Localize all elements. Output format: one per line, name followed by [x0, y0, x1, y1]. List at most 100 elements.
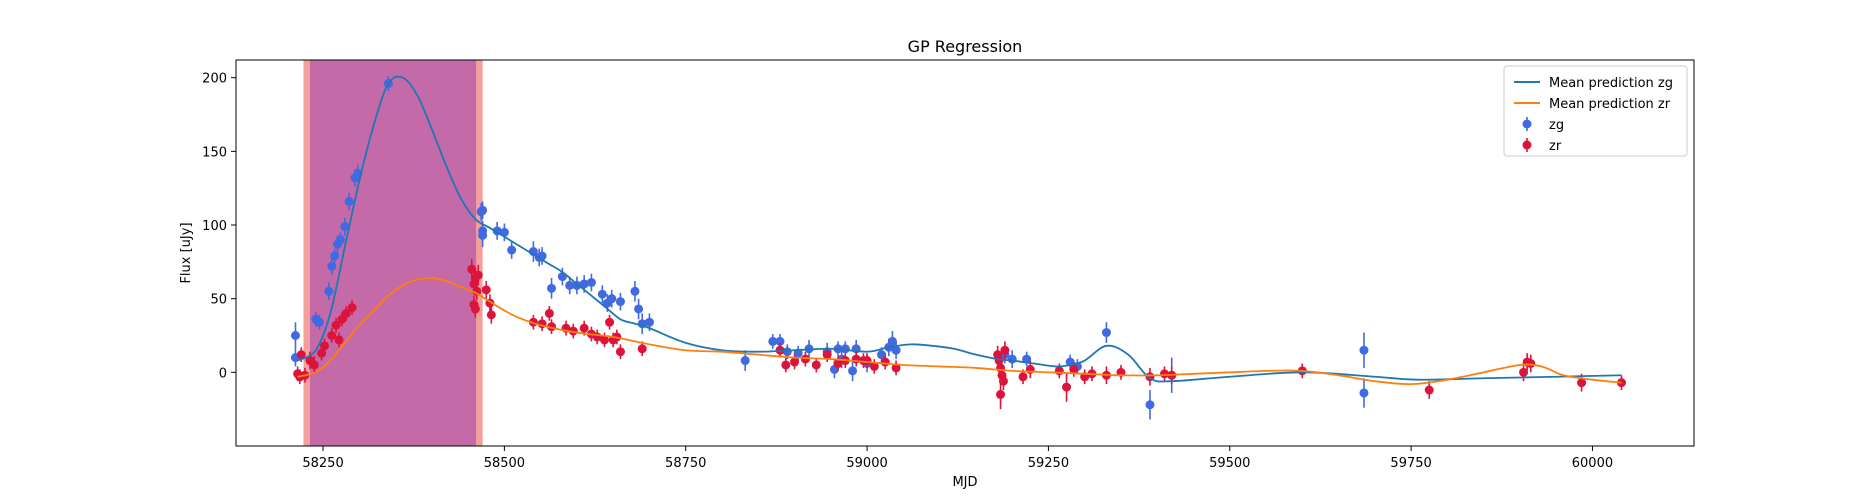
data-point [775, 336, 785, 346]
data-point [781, 360, 791, 370]
data-point [615, 297, 625, 307]
data-point [800, 354, 810, 364]
data-point [597, 289, 607, 299]
data-point [327, 331, 337, 341]
data-point [1145, 400, 1155, 410]
data-point [467, 264, 477, 274]
x-axis: 58250 58500 58750 59000 59250 59500 59750 60000 [302, 446, 1613, 471]
x-tick-label: 59000 [846, 456, 887, 471]
x-tick-label: 58500 [484, 456, 525, 471]
data-point [1526, 358, 1536, 368]
data-point [644, 317, 654, 327]
data-point [340, 221, 350, 231]
data-point [586, 277, 596, 287]
data-point [740, 356, 750, 366]
line-Mean prediction zr [297, 277, 1622, 386]
y-axis: 0 50 100 150 200 [202, 72, 236, 381]
data-point [579, 279, 589, 289]
y-tick-label: 0 [219, 366, 227, 381]
data-point [290, 331, 300, 341]
data-point [637, 344, 647, 354]
x-tick-label: 58750 [665, 456, 706, 471]
x-tick-label: 60000 [1572, 456, 1613, 471]
data-point [309, 360, 319, 370]
data-point [347, 303, 357, 313]
data-point [473, 270, 483, 280]
y-tick-label: 50 [210, 293, 227, 308]
data-point [1359, 388, 1369, 398]
data-point [833, 358, 843, 368]
data-point [1007, 354, 1017, 364]
data-point [335, 235, 345, 245]
data-point [478, 205, 488, 215]
legend-swatch [1522, 119, 1532, 129]
data-point [887, 336, 897, 346]
data-point [1018, 372, 1028, 382]
data-point [472, 286, 482, 296]
data-point [481, 285, 491, 295]
data-point [319, 341, 329, 351]
data-point [544, 308, 554, 318]
x-tick-label: 59250 [1028, 456, 1069, 471]
legend-box [1503, 65, 1688, 157]
legend-label: zr [1549, 139, 1562, 154]
data-point [314, 317, 324, 327]
data-point [1577, 378, 1587, 388]
x-axis-title: MJD [952, 475, 977, 490]
data-point [1519, 367, 1529, 377]
legend-label: Mean prediction zg [1549, 76, 1673, 91]
data-point [768, 336, 778, 346]
line-Mean prediction zg [297, 75, 1622, 383]
data-point [478, 230, 488, 240]
x-tick-label: 59750 [1390, 456, 1431, 471]
shaded-regions [303, 60, 483, 446]
data-point [599, 335, 609, 345]
series-zr [293, 258, 1626, 410]
data-point [565, 280, 575, 290]
data-point [891, 363, 901, 373]
data-point [1000, 345, 1010, 355]
data-point [880, 357, 890, 367]
data-point [862, 356, 872, 366]
data-point [782, 347, 792, 357]
data-point [324, 286, 334, 296]
data-point [470, 304, 480, 314]
y-tick-label: 100 [202, 219, 227, 234]
data-point [1062, 382, 1072, 392]
data-point [877, 350, 887, 360]
data-point [790, 357, 800, 367]
data-point [996, 389, 1006, 399]
data-point [1424, 385, 1434, 395]
data-point [615, 347, 625, 357]
data-point [630, 286, 640, 296]
data-point [634, 304, 644, 314]
data-point [341, 308, 351, 318]
data-point [486, 310, 496, 320]
data-point [1101, 328, 1111, 338]
data-point [605, 317, 615, 327]
legend-label: Mean prediction zr [1549, 97, 1671, 112]
x-tick-label: 59500 [1209, 456, 1250, 471]
y-axis-title: Flux [uJy] [179, 222, 194, 283]
y-tick-label: 150 [202, 145, 227, 160]
x-tick-label: 58250 [302, 456, 343, 471]
y-tick-label: 200 [202, 72, 227, 87]
data-point [327, 261, 337, 271]
data-point [822, 350, 832, 360]
data-point [507, 245, 517, 255]
data-point [1359, 345, 1369, 355]
legend-label: zg [1549, 118, 1564, 133]
line-layer [297, 75, 1622, 386]
data-point [811, 360, 821, 370]
legend-swatch [1522, 140, 1532, 150]
data-point [607, 294, 617, 304]
data-point [1069, 364, 1079, 374]
data-point [547, 283, 557, 293]
plot-frame [235, 59, 1695, 447]
data-point [330, 251, 340, 261]
data-point [1054, 366, 1064, 376]
data-point [296, 350, 306, 360]
data-point [891, 345, 901, 355]
data-point [1159, 369, 1169, 379]
